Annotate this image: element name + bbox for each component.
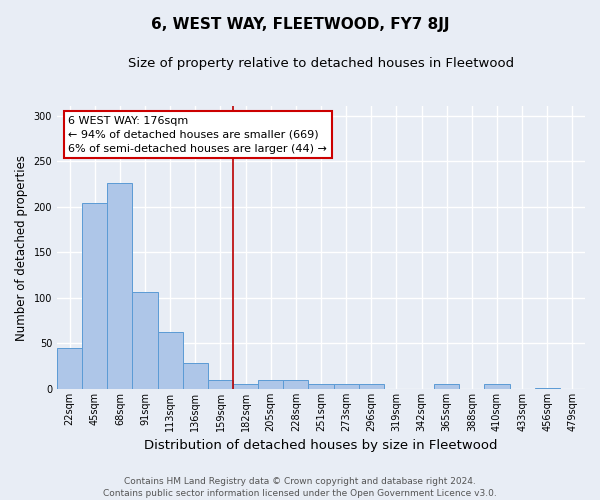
Bar — [107, 183, 133, 389]
Bar — [484, 384, 509, 389]
Bar — [133, 292, 158, 389]
Y-axis label: Number of detached properties: Number of detached properties — [15, 154, 28, 340]
Bar — [359, 384, 384, 389]
Bar — [158, 332, 183, 389]
Title: Size of property relative to detached houses in Fleetwood: Size of property relative to detached ho… — [128, 58, 514, 70]
Bar — [183, 364, 208, 389]
Bar — [82, 203, 107, 389]
Bar — [258, 380, 283, 389]
Bar — [208, 380, 233, 389]
Bar — [233, 384, 258, 389]
Text: 6, WEST WAY, FLEETWOOD, FY7 8JJ: 6, WEST WAY, FLEETWOOD, FY7 8JJ — [151, 18, 449, 32]
Bar — [334, 384, 359, 389]
Bar — [57, 348, 82, 389]
Bar — [283, 380, 308, 389]
Bar — [535, 388, 560, 389]
X-axis label: Distribution of detached houses by size in Fleetwood: Distribution of detached houses by size … — [144, 440, 498, 452]
Text: 6 WEST WAY: 176sqm
← 94% of detached houses are smaller (669)
6% of semi-detache: 6 WEST WAY: 176sqm ← 94% of detached hou… — [68, 116, 327, 154]
Bar — [434, 384, 459, 389]
Text: Contains HM Land Registry data © Crown copyright and database right 2024.
Contai: Contains HM Land Registry data © Crown c… — [103, 476, 497, 498]
Bar — [308, 384, 334, 389]
